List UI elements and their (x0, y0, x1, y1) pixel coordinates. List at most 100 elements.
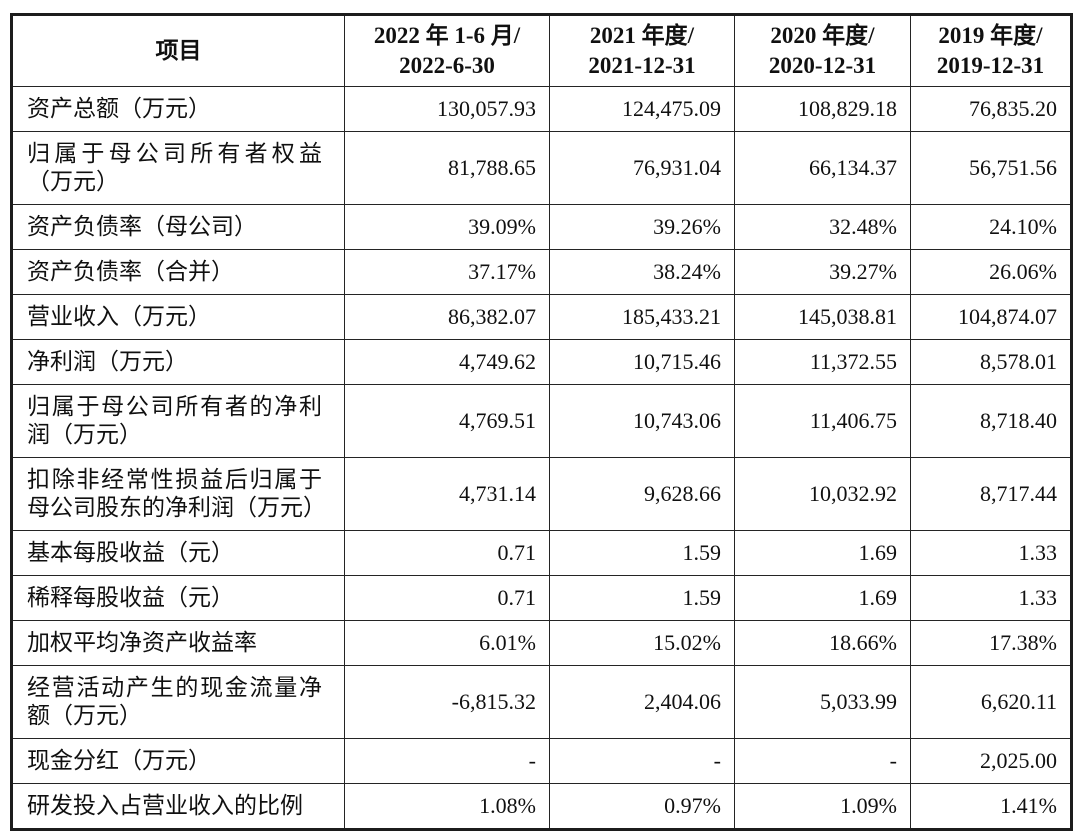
row-label: 基本每股收益（元） (11, 530, 345, 576)
value-cell: 5,033.99 (734, 665, 911, 739)
value-cell: 0.97% (549, 783, 735, 830)
row-label: 资产负债率（合并） (11, 249, 345, 295)
value-cell: 8,718.40 (910, 384, 1072, 458)
value-cell: 66,134.37 (734, 131, 911, 205)
value-cell: 9,628.66 (549, 457, 735, 531)
row-label: 经营活动产生的现金流量净额（万元） (11, 665, 345, 739)
value-cell: 124,475.09 (549, 86, 735, 132)
table-row: 加权平均净资产收益率 6.01% 15.02% 18.66% 17.38% (11, 620, 1072, 666)
value-cell: 6,620.11 (910, 665, 1072, 739)
table-row: 稀释每股收益（元） 0.71 1.59 1.69 1.33 (11, 575, 1072, 621)
value-cell: 26.06% (910, 249, 1072, 295)
value-cell: 38.24% (549, 249, 735, 295)
table-row: 资产负债率（合并） 37.17% 38.24% 39.27% 26.06% (11, 249, 1072, 295)
value-cell: 1.33 (910, 530, 1072, 576)
value-cell: - (549, 738, 735, 784)
value-cell: 32.48% (734, 204, 911, 250)
value-cell: 10,032.92 (734, 457, 911, 531)
value-cell: 1.69 (734, 575, 911, 621)
value-cell: 1.59 (549, 530, 735, 576)
value-cell: 0.71 (344, 575, 550, 621)
value-cell: 0.71 (344, 530, 550, 576)
value-cell: 15.02% (549, 620, 735, 666)
row-label: 归属于母公司所有者权益（万元） (11, 131, 345, 205)
table-row: 研发投入占营业收入的比例 1.08% 0.97% 1.09% 1.41% (11, 783, 1072, 830)
value-cell: 185,433.21 (549, 294, 735, 340)
value-cell: 1.59 (549, 575, 735, 621)
value-cell: 4,769.51 (344, 384, 550, 458)
header-period-2020: 2020 年度/ 2020-12-31 (734, 14, 911, 87)
financial-summary-table: 项目 2022 年 1-6 月/ 2022-6-30 2021 年度/ 2021… (10, 13, 1073, 831)
header-period-2021-line2: 2021-12-31 (588, 53, 696, 78)
table-row: 净利润（万元） 4,749.62 10,715.46 11,372.55 8,578.0… (11, 339, 1072, 385)
row-label: 研发投入占营业收入的比例 (11, 783, 345, 830)
value-cell: 108,829.18 (734, 86, 911, 132)
header-period-2019-line1: 2019 年度/ (938, 23, 1043, 48)
table-row: 基本每股收益（元） 0.71 1.59 1.69 1.33 (11, 530, 1072, 576)
value-cell: 8,578.01 (910, 339, 1072, 385)
value-cell: 130,057.93 (344, 86, 550, 132)
row-label: 营业收入（万元） (11, 294, 345, 340)
row-label: 稀释每股收益（元） (11, 575, 345, 621)
value-cell: - (344, 738, 550, 784)
header-period-2020-line1: 2020 年度/ (770, 23, 875, 48)
value-cell: 76,931.04 (549, 131, 735, 205)
value-cell: 145,038.81 (734, 294, 911, 340)
row-label: 资产负债率（母公司） (11, 204, 345, 250)
value-cell: 11,406.75 (734, 384, 911, 458)
value-cell: - (734, 738, 911, 784)
row-label: 净利润（万元） (11, 339, 345, 385)
header-period-2021-line1: 2021 年度/ (589, 23, 695, 48)
table-row: 扣除非经常性损益后归属于母公司股东的净利润（万元） 4,731.14 9,628.6… (11, 457, 1072, 531)
row-label: 资产总额（万元） (11, 86, 345, 132)
row-label: 归属于母公司所有者的净利润（万元） (11, 384, 345, 458)
header-item-column: 项目 (11, 14, 345, 87)
value-cell: 11,372.55 (734, 339, 911, 385)
table-row: 经营活动产生的现金流量净额（万元） -6,815.32 2,404.06 5,033.… (11, 665, 1072, 739)
value-cell: 17.38% (910, 620, 1072, 666)
value-cell: 6.01% (344, 620, 550, 666)
header-row: 项目 2022 年 1-6 月/ 2022-6-30 2021 年度/ 2021… (11, 14, 1072, 87)
value-cell: 81,788.65 (344, 131, 550, 205)
value-cell: 39.26% (549, 204, 735, 250)
row-label: 现金分红（万元） (11, 738, 345, 784)
table-row: 归属于母公司所有者的净利润（万元） 4,769.51 10,743.06 11,406… (11, 384, 1072, 458)
value-cell: 86,382.07 (344, 294, 550, 340)
value-cell: 8,717.44 (910, 457, 1072, 531)
value-cell: 10,715.46 (549, 339, 735, 385)
table-row: 资产负债率（母公司） 39.09% 39.26% 32.48% 24.10% (11, 204, 1072, 250)
value-cell: 4,749.62 (344, 339, 550, 385)
table-row: 现金分红（万元） - - -2,025.00 (11, 738, 1072, 784)
value-cell: 39.09% (344, 204, 550, 250)
value-cell: 1.33 (910, 575, 1072, 621)
value-cell: 1.09% (734, 783, 911, 830)
header-period-2019: 2019 年度/ 2019-12-31 (910, 14, 1072, 87)
row-label: 加权平均净资产收益率 (11, 620, 345, 666)
header-period-2020-line2: 2020-12-31 (768, 53, 877, 78)
header-period-2019-line2: 2019-12-31 (936, 53, 1045, 78)
row-label: 扣除非经常性损益后归属于母公司股东的净利润（万元） (11, 457, 345, 531)
header-period-2022: 2022 年 1-6 月/ 2022-6-30 (344, 14, 550, 87)
value-cell: 104,874.07 (910, 294, 1072, 340)
header-period-2022-line1: 2022 年 1-6 月/ (373, 23, 521, 48)
value-cell: 2,025.00 (910, 738, 1072, 784)
value-cell: 2,404.06 (549, 665, 735, 739)
table-row: 营业收入（万元） 86,382.07 185,433.21 145,038.81 104… (11, 294, 1072, 340)
value-cell: 39.27% (734, 249, 911, 295)
header-period-2021: 2021 年度/ 2021-12-31 (549, 14, 735, 87)
value-cell: 37.17% (344, 249, 550, 295)
value-cell: 24.10% (910, 204, 1072, 250)
value-cell: 1.69 (734, 530, 911, 576)
value-cell: 18.66% (734, 620, 911, 666)
value-cell: -6,815.32 (344, 665, 550, 739)
table-row: 归属于母公司所有者权益（万元） 81,788.65 76,931.04 66,134.… (11, 131, 1072, 205)
value-cell: 1.08% (344, 783, 550, 830)
header-period-2022-line2: 2022-6-30 (399, 53, 495, 78)
value-cell: 1.41% (910, 783, 1072, 830)
value-cell: 10,743.06 (549, 384, 735, 458)
value-cell: 76,835.20 (910, 86, 1072, 132)
value-cell: 56,751.56 (910, 131, 1072, 205)
table-row: 资产总额（万元） 130,057.93 124,475.09 108,829.18 76… (11, 86, 1072, 132)
value-cell: 4,731.14 (344, 457, 550, 531)
